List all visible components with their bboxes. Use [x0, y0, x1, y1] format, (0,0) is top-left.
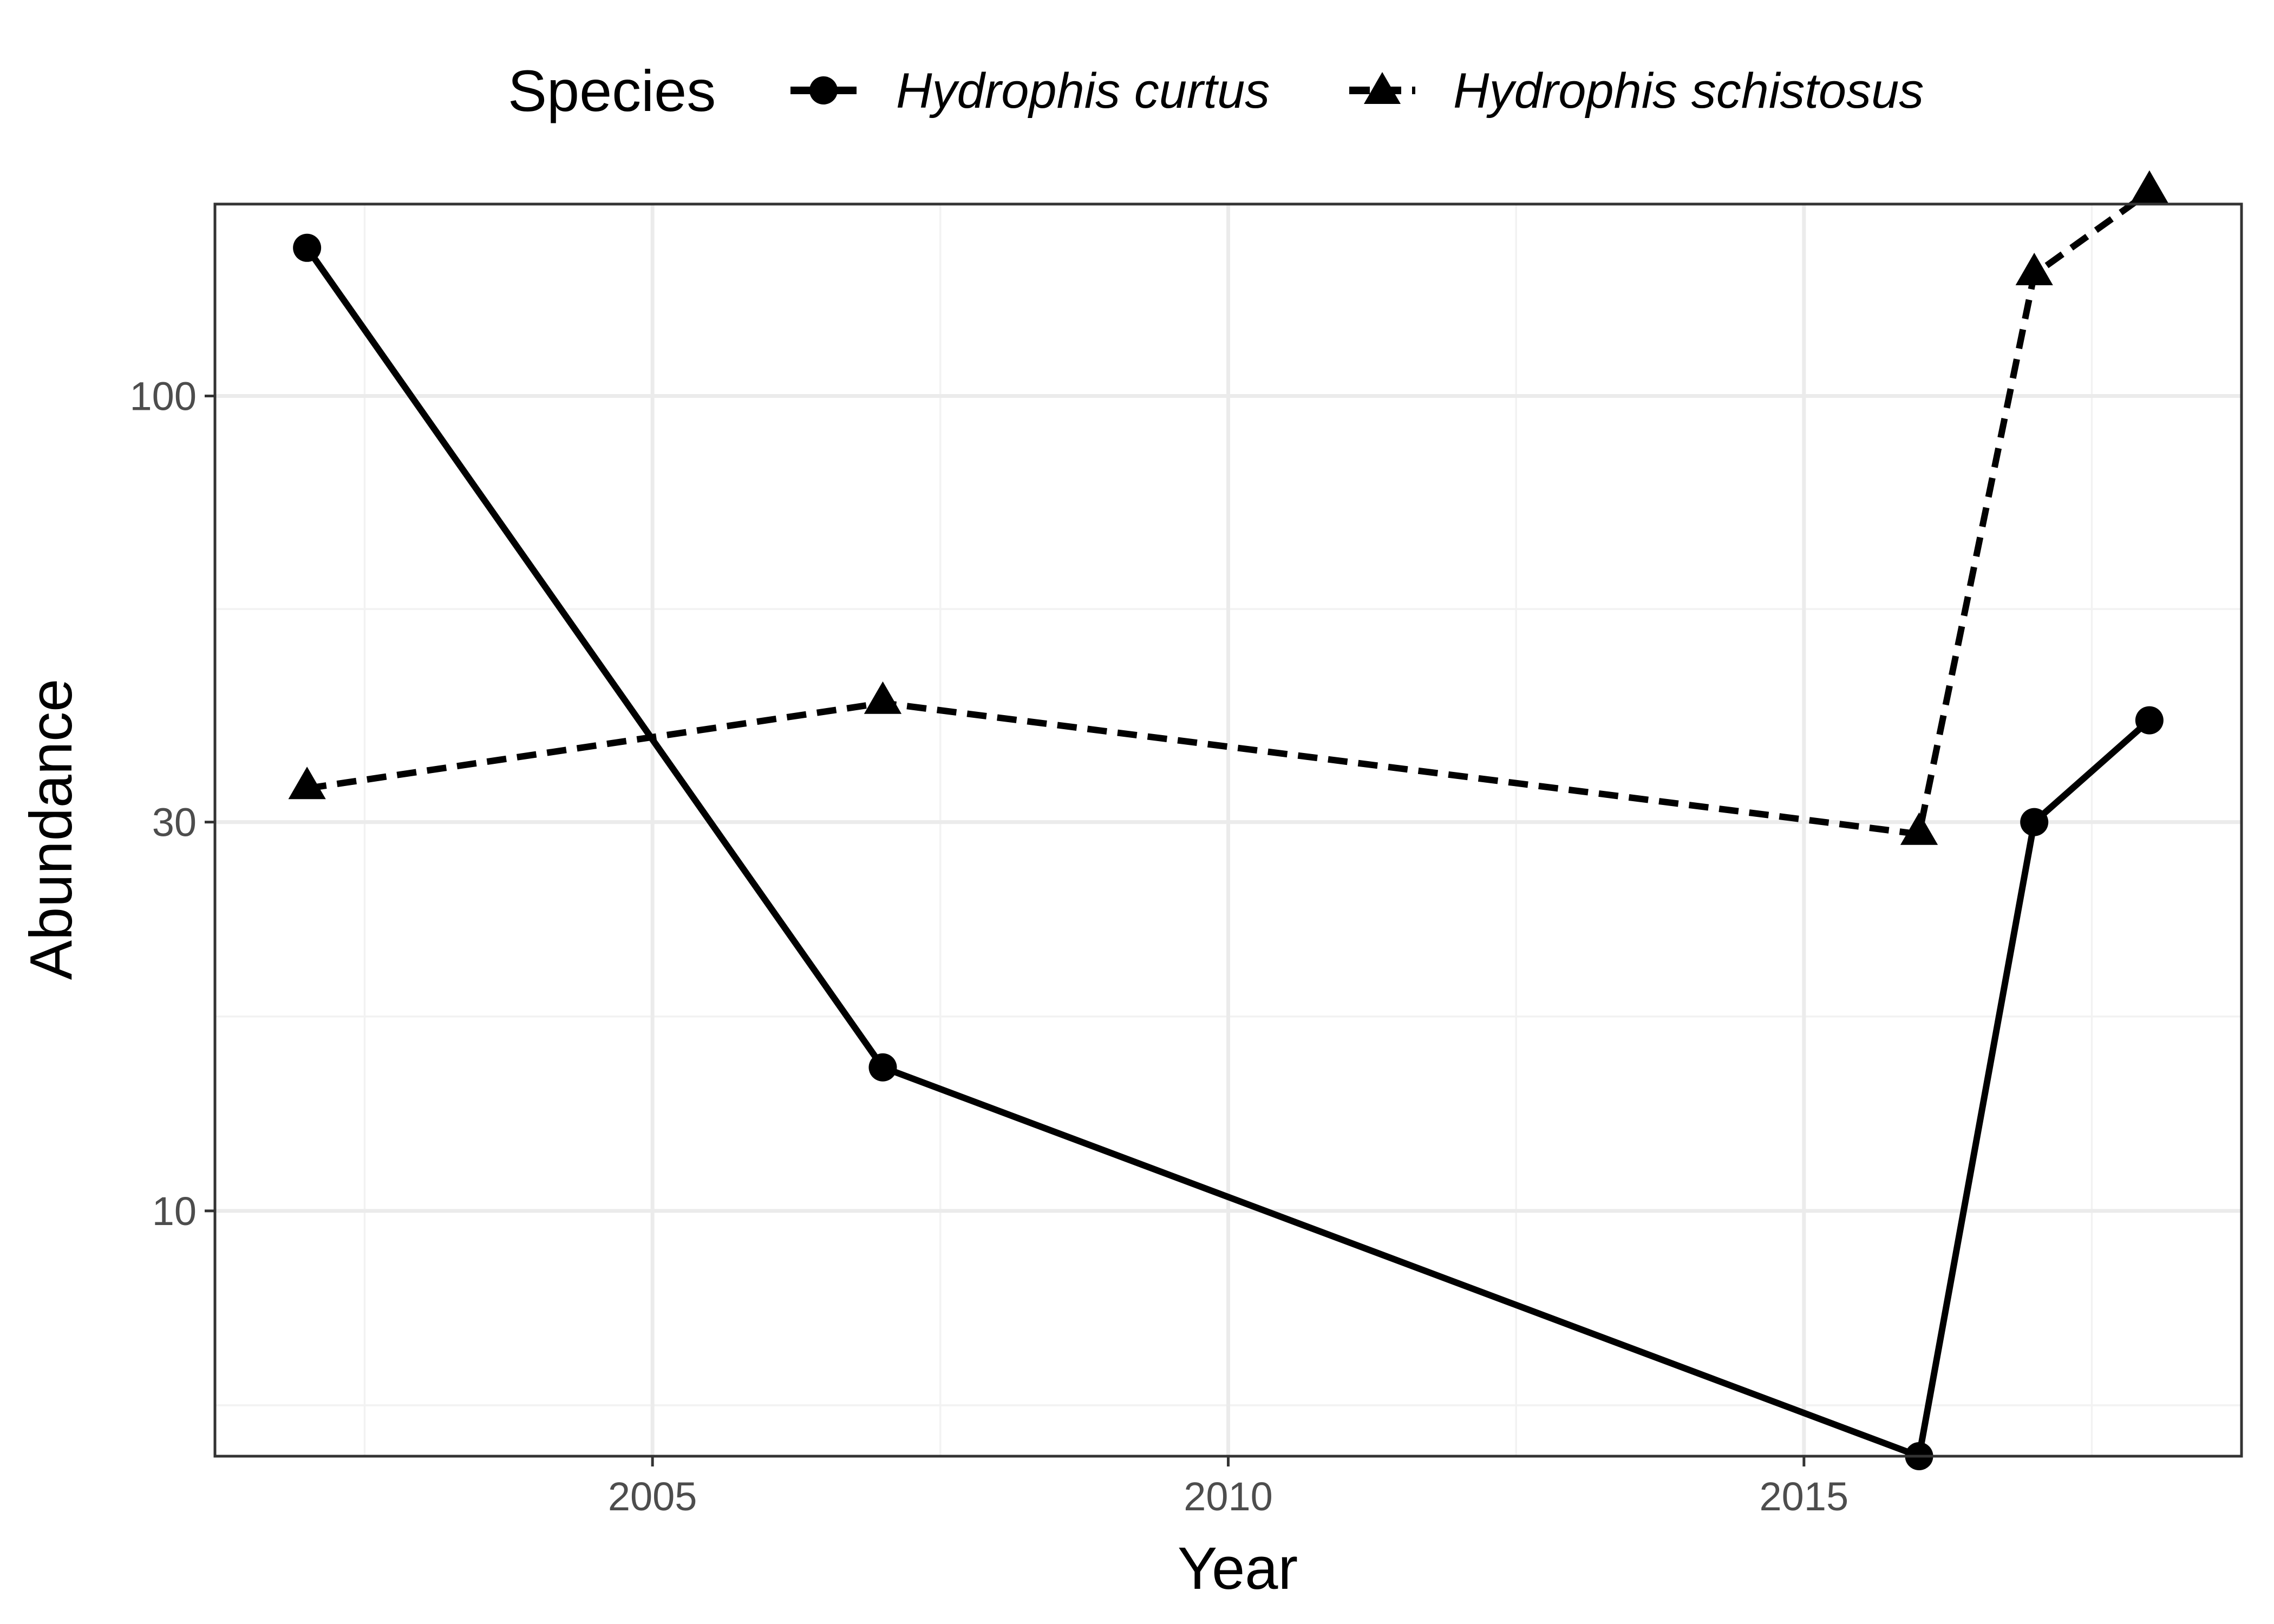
y-tick-label: 30	[152, 800, 197, 845]
x-axis: 2005 2010 2015	[608, 1456, 1848, 1519]
data-point-hydrophis-schistosus	[2131, 170, 2168, 203]
legend-title: Species	[508, 58, 716, 123]
legend-label-hydrophis-schistosus: Hydrophis schistosus	[1453, 63, 1924, 119]
data-point-hydrophis-schistosus	[864, 681, 902, 714]
data-point-hydrophis-schistosus	[288, 767, 326, 800]
x-tick-label: 2005	[608, 1474, 697, 1519]
grid-major	[215, 204, 2242, 1456]
legend: Species Hydrophis curtus Hydrophis schis…	[508, 58, 1924, 123]
legend-item-hydrophis-curtus: Hydrophis curtus	[790, 63, 1270, 119]
data-point-hydrophis-curtus	[868, 1053, 897, 1082]
legend-key-marker-hydrophis-curtus	[809, 76, 838, 104]
legend-label-hydrophis-curtus: Hydrophis curtus	[896, 63, 1270, 119]
y-axis: 10 30 100	[130, 374, 215, 1234]
x-tick-label: 2010	[1184, 1474, 1273, 1519]
data-point-hydrophis-curtus	[293, 233, 322, 262]
data-point-hydrophis-curtus	[2020, 808, 2049, 836]
data-point-hydrophis-schistosus	[1900, 812, 1938, 845]
x-tick-label: 2015	[1760, 1474, 1849, 1519]
y-tick-label: 100	[130, 374, 197, 419]
y-tick-label: 10	[152, 1189, 197, 1234]
series-line-hydrophis-schistosus	[306, 189, 2152, 837]
plot-panel	[213, 170, 2243, 1470]
legend-item-hydrophis-schistosus: Hydrophis schistosus	[1349, 63, 1924, 119]
data-point-hydrophis-curtus	[2135, 706, 2164, 735]
data-point-hydrophis-schistosus	[2015, 252, 2053, 285]
y-axis-title: Abundance	[18, 679, 84, 980]
x-axis-title: Year	[1178, 1535, 1298, 1602]
legend-key-marker-hydrophis-schistosus	[1364, 72, 1401, 104]
